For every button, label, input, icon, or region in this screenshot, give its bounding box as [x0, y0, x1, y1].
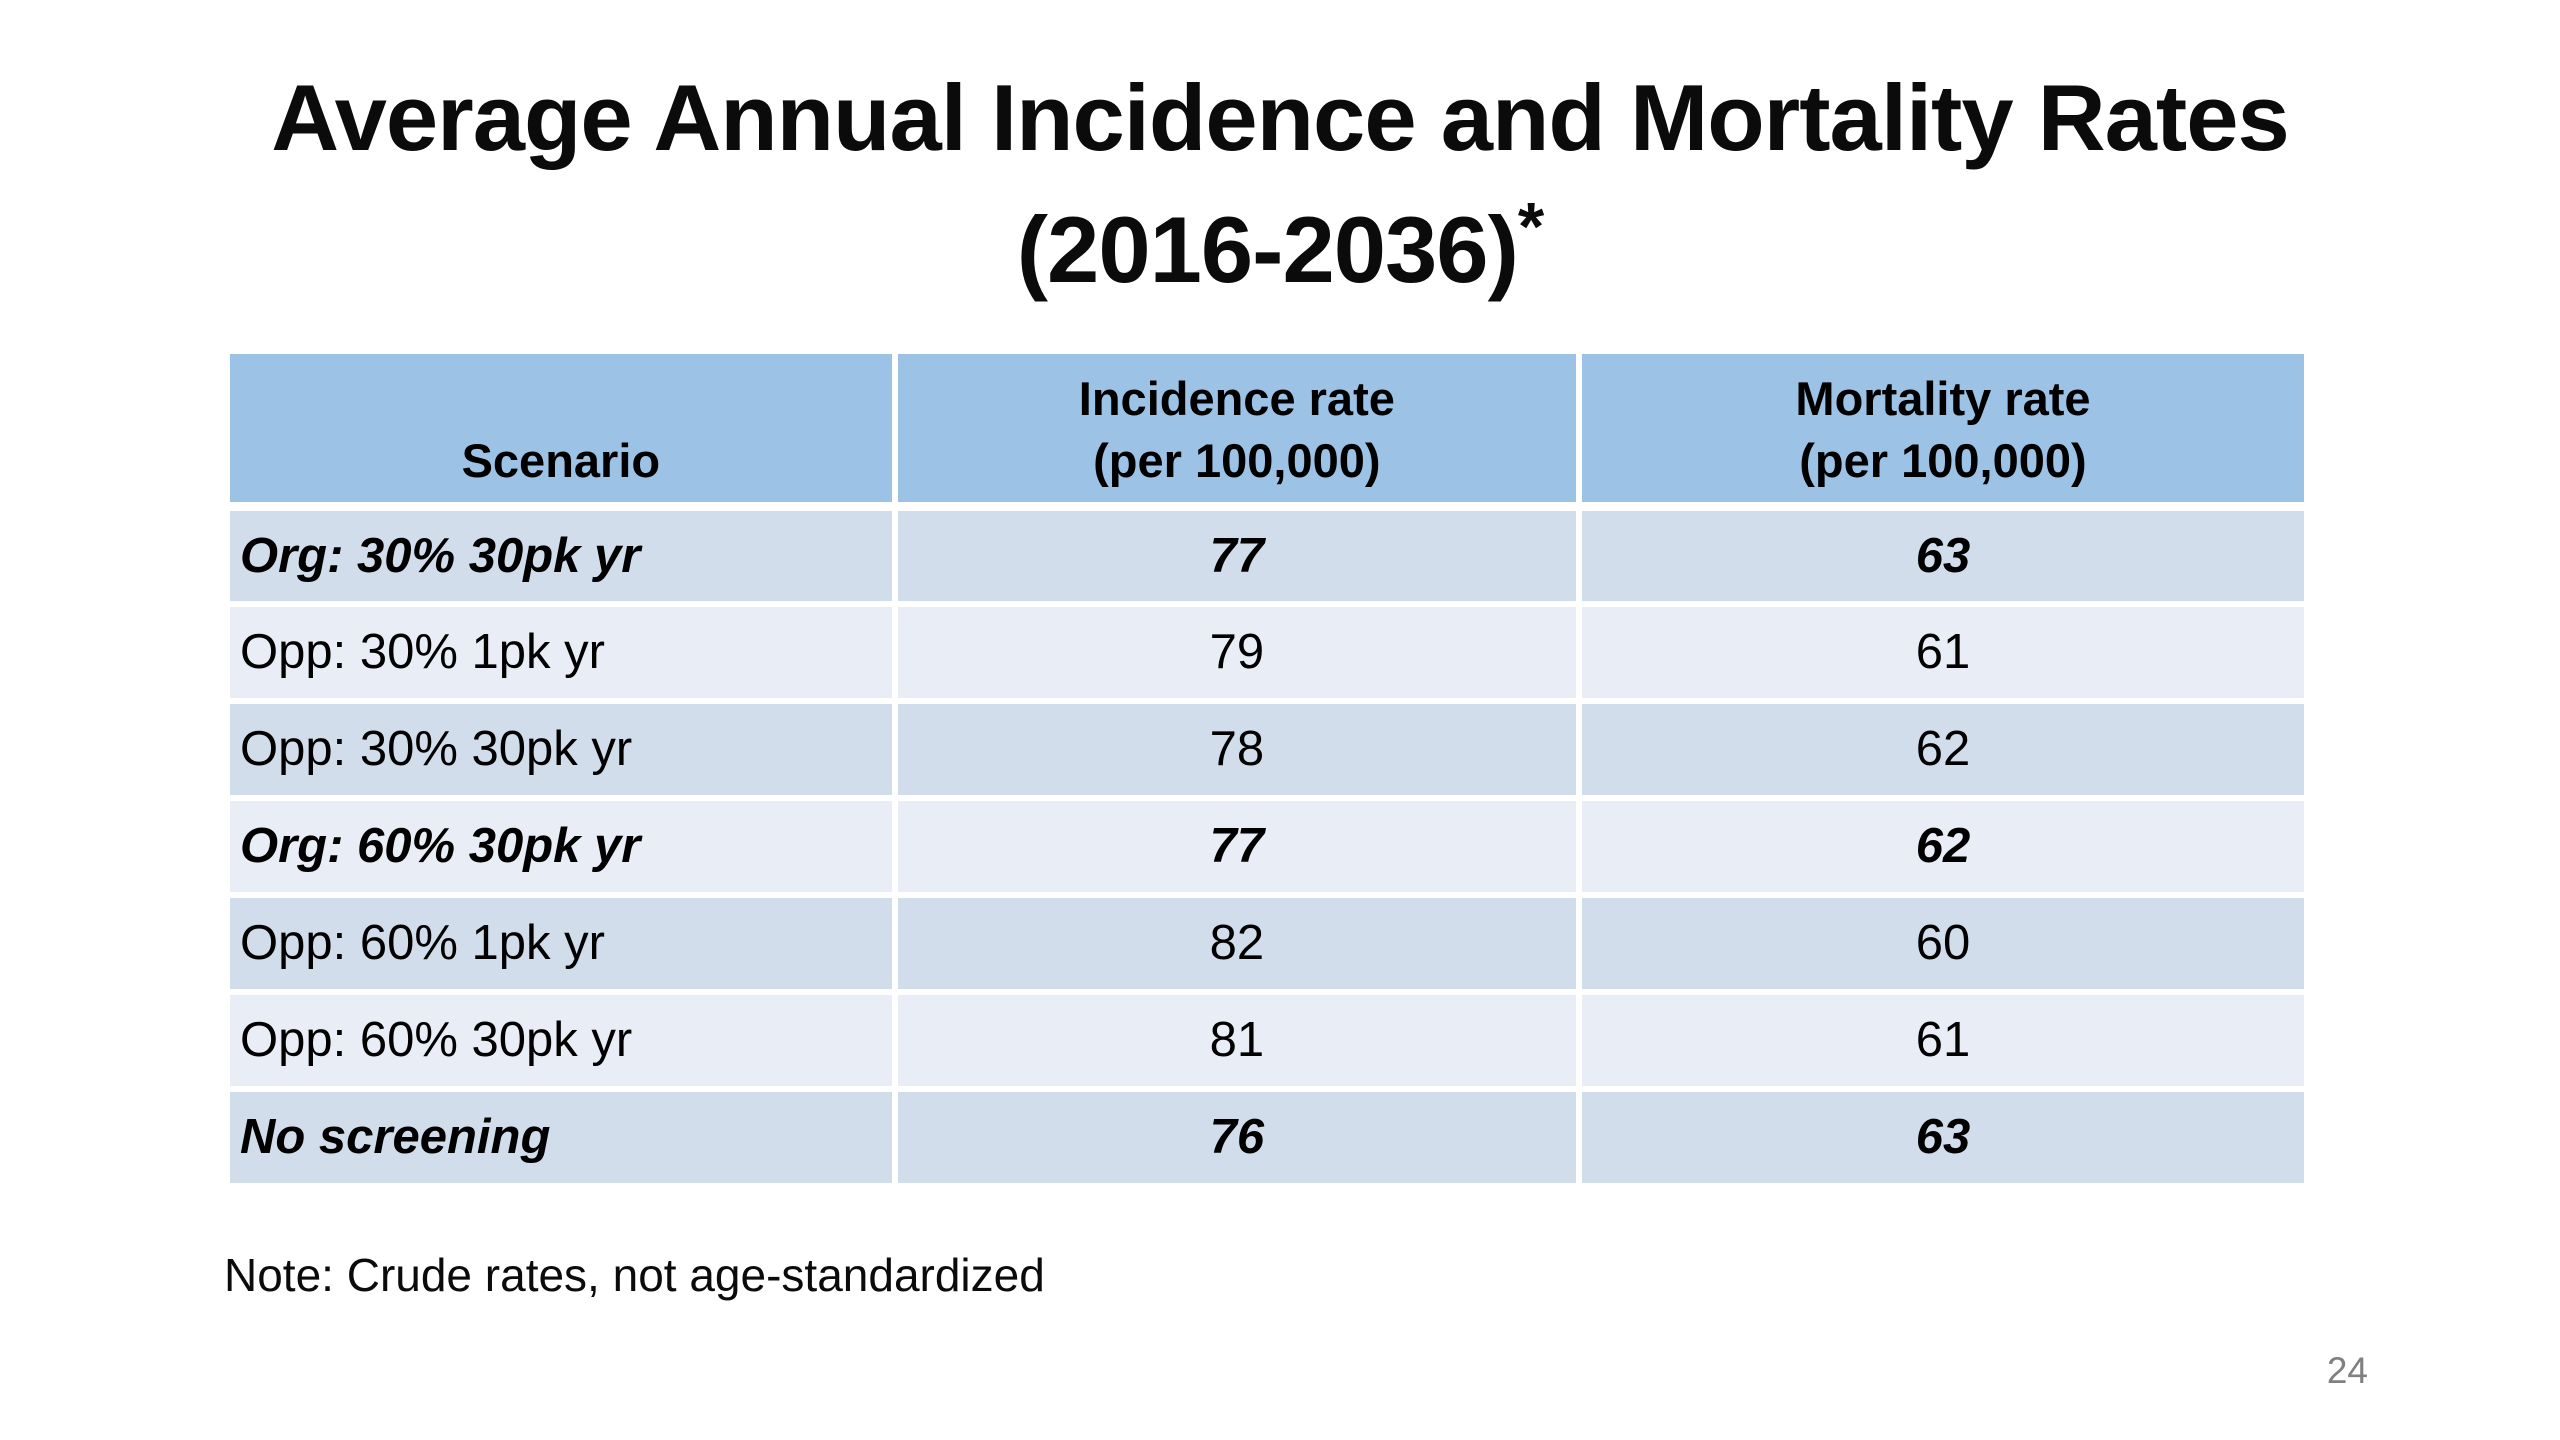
mortality-cell: 60 [1575, 891, 2311, 995]
table-row: Opp: 60% 30pk yr 81 61 [224, 988, 2311, 1092]
scenario-cell: Opp: 30% 1pk yr [224, 600, 898, 704]
incidence-cell: 76 [891, 1085, 1582, 1189]
column-header-scenario-label: Scenario [461, 434, 661, 488]
title-year-range: (2016-2036) [1016, 196, 1519, 302]
page-number: 24 [2326, 1350, 2368, 1391]
incidence-header-line2: (per 100,000) [1093, 434, 1381, 488]
incidence-cell: 78 [891, 697, 1582, 801]
mortality-cell: 61 [1575, 600, 2311, 704]
note-text: Note: Crude rates, not age-standardized [224, 1249, 1045, 1301]
incidence-cell: 81 [891, 988, 1582, 1092]
rates-table: Scenario Incidence rate (per 100,000) Mo… [224, 348, 2311, 1189]
mortality-cell: 62 [1575, 794, 2311, 898]
incidence-cell: 82 [891, 891, 1582, 995]
mortality-cell: 63 [1575, 503, 2311, 607]
mortality-cell: 62 [1575, 697, 2311, 801]
mortality-cell: 61 [1575, 988, 2311, 1092]
table-row: Opp: 60% 1pk yr 82 60 [224, 891, 2311, 995]
scenario-cell: Opp: 30% 30pk yr [224, 697, 898, 801]
mortality-header-line1: Mortality rate [1795, 372, 2091, 425]
scenario-cell: Opp: 60% 30pk yr [224, 988, 898, 1092]
table-row: No screening 76 63 [224, 1085, 2311, 1189]
incidence-header-line1: Incidence rate [1078, 372, 1395, 425]
title-footnote-asterisk: * [1517, 189, 1544, 265]
incidence-cell: 79 [891, 600, 1582, 704]
incidence-cell: 77 [891, 503, 1582, 607]
incidence-cell: 77 [891, 794, 1582, 898]
scenario-cell: Org: 60% 30pk yr [224, 794, 898, 898]
scenario-cell: Org: 30% 30pk yr [224, 503, 898, 607]
table-row: Opp: 30% 30pk yr 78 62 [224, 697, 2311, 801]
mortality-cell: 63 [1575, 1085, 2311, 1189]
table-row: Opp: 30% 1pk yr 79 61 [224, 600, 2311, 704]
scenario-cell: No screening [224, 1085, 898, 1189]
slide-title-line2: (2016-2036)* [0, 184, 2560, 316]
slide-title: Average Annual Incidence and Mortality R… [0, 52, 2560, 315]
table-body: Org: 30% 30pk yr 77 63 Opp: 30% 1pk yr 79 61 O… [224, 503, 2311, 1189]
column-header-mortality: Mortality rate (per 100,000) [1575, 348, 2311, 512]
scenario-cell: Opp: 60% 1pk yr [224, 891, 898, 995]
table-row: Org: 30% 30pk yr 77 63 [224, 503, 2311, 607]
table-row: Org: 60% 30pk yr 77 62 [224, 794, 2311, 898]
column-header-scenario: Scenario [224, 348, 898, 512]
table-header: Scenario Incidence rate (per 100,000) Mo… [224, 348, 2311, 512]
column-header-incidence: Incidence rate (per 100,000) [891, 348, 1582, 512]
slide-title-line1: Average Annual Incidence and Mortality R… [271, 65, 2290, 170]
mortality-header-line2: (per 100,000) [1799, 434, 2087, 488]
table-header-row: Scenario Incidence rate (per 100,000) Mo… [224, 348, 2311, 512]
